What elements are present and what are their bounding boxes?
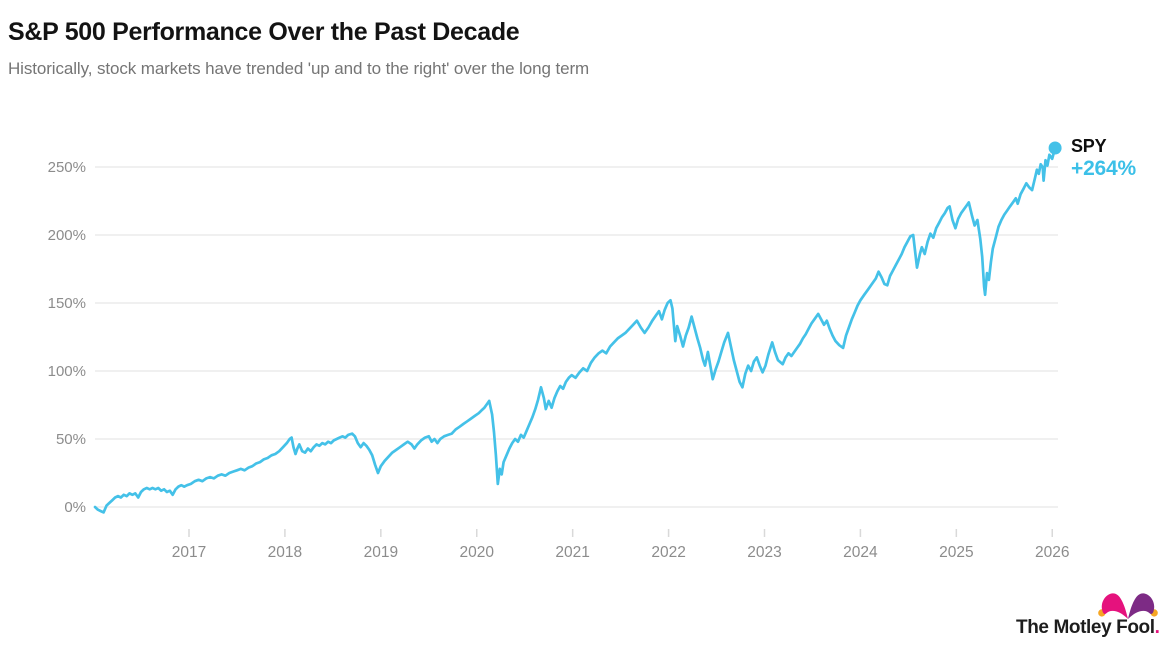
x-axis-label: 2018 xyxy=(268,544,302,561)
spy-ticker-label: SPY xyxy=(1071,136,1107,156)
jester-hat-icon xyxy=(1098,593,1158,619)
y-axis-label: 50% xyxy=(56,431,86,448)
motley-fool-logo: The Motley Fool. xyxy=(1016,593,1160,639)
y-axis-label: 0% xyxy=(64,499,86,516)
logo-period: . xyxy=(1154,617,1160,638)
y-axis-label: 250% xyxy=(48,159,86,176)
x-axis-label: 2023 xyxy=(747,544,781,561)
y-axis-label: 100% xyxy=(48,363,86,380)
x-axis-label: 2024 xyxy=(843,544,878,561)
spy-line xyxy=(93,146,1057,514)
x-axis-label: 2025 xyxy=(939,544,973,561)
x-axis-label: 2026 xyxy=(1035,544,1069,561)
x-axis-label: 2019 xyxy=(364,544,398,561)
page-title: S&P 500 Performance Over the Past Decade xyxy=(8,18,520,46)
page-subtitle: Historically, stock markets have trended… xyxy=(8,59,590,78)
x-axis-label: 2017 xyxy=(172,544,206,561)
line-end-dot xyxy=(1048,141,1062,155)
spy-return-label: +264% xyxy=(1071,157,1136,180)
x-axis-label: 2020 xyxy=(460,544,495,561)
y-axis-label: 200% xyxy=(48,227,86,244)
y-axis-label: 150% xyxy=(48,295,86,312)
logo-text: The Motley Fool. xyxy=(1016,617,1160,638)
x-axis-label: 2022 xyxy=(651,544,685,561)
x-axis-label: 2021 xyxy=(555,544,589,561)
